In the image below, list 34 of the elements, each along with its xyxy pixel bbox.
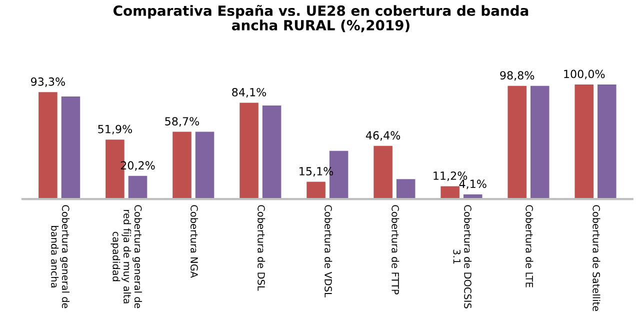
bar [61,96,80,200]
bar [396,179,416,200]
bar [306,182,326,200]
x-tick-label: Cobertura NGA [190,205,198,278]
x-tick-label: Cobertura de Satellite [592,205,600,312]
bar [195,132,214,200]
data-label: 98,8% [500,71,534,81]
bar [172,132,192,200]
bar [598,84,616,200]
bar [508,86,526,200]
x-tick-label: Cobertura de VDSL [324,205,332,298]
bar [240,102,258,200]
x-tick-label: Cobertura de FTTP [392,205,400,294]
bar [530,86,550,200]
data-label: 84,1% [232,88,266,98]
x-tick-label: Cobertura de LTE [526,205,534,288]
bar [128,176,148,200]
bar [440,186,460,200]
data-label: 46,4% [366,131,400,141]
x-tick-label: Cobertura general de red fija de muy alta capadidad [110,205,142,308]
x-tick-label: Cobertura general de banda ancha [51,205,70,308]
bar [262,106,282,200]
x-tick-label: Cobertura de DSL [258,205,266,291]
bar [38,92,58,200]
x-tick-label: Cobertura de DOCSIS 3.1 [453,205,472,308]
data-label: 58,7% [165,117,200,127]
chart-title: Comparativa España vs. UE28 en cobertura de banda ancha RURAL (%,2019) [114,4,528,32]
data-label: 100,0% [564,70,605,80]
data-label: 93,3% [30,77,65,87]
data-label: 4,1% [459,180,486,190]
bar [374,146,392,200]
data-label: 51,9% [98,124,132,134]
data-label: 11,2% [434,171,468,182]
bar [574,84,594,200]
